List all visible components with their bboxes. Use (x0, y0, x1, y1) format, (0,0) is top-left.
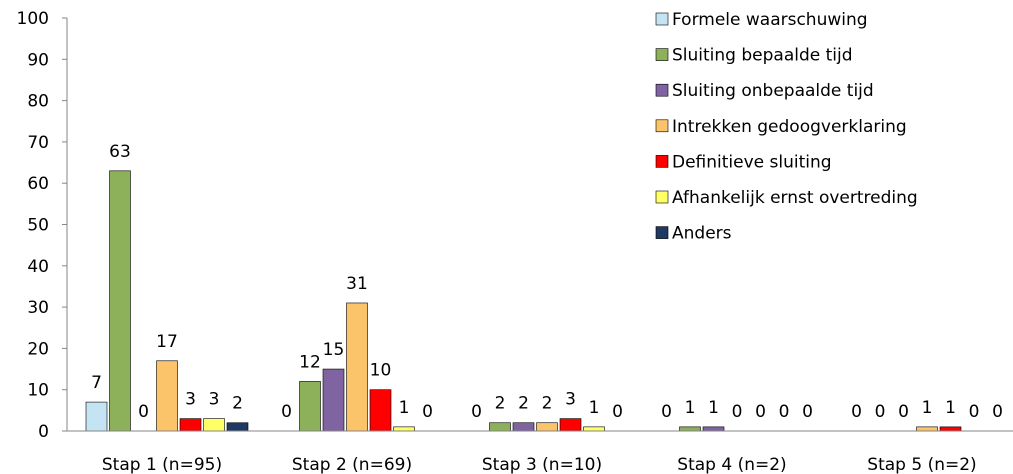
data-label: 0 (732, 402, 743, 422)
data-label: 0 (875, 402, 886, 422)
bar (916, 426, 938, 432)
data-label: 0 (755, 402, 766, 422)
data-label: 12 (299, 352, 321, 372)
data-label: 0 (851, 402, 862, 422)
bar (299, 381, 321, 432)
x-tick-label: Stap 4 (n=2) (677, 455, 786, 474)
legend-swatch (655, 190, 669, 204)
data-label: 31 (346, 274, 368, 294)
data-label: 0 (661, 402, 672, 422)
data-label: 0 (471, 402, 482, 422)
data-label: 3 (565, 390, 576, 410)
x-tick-label: Stap 1 (n=95) (102, 455, 222, 474)
data-label: 2 (542, 394, 553, 414)
data-label: 2 (232, 394, 243, 414)
bar (536, 422, 558, 432)
bar (583, 426, 605, 432)
y-tick-label: 40 (27, 257, 49, 277)
legend-swatch (655, 155, 669, 168)
legend-swatch (655, 226, 669, 239)
data-label: 7 (91, 373, 102, 393)
bar (559, 418, 582, 432)
y-tick-label: 80 (27, 92, 49, 112)
data-label: 0 (612, 402, 623, 422)
legend-label: Definitieve sluiting (672, 152, 832, 172)
bar (156, 360, 178, 432)
data-label: 0 (969, 402, 980, 422)
data-label: 1 (399, 398, 410, 418)
data-label: 0 (779, 402, 790, 422)
y-tick-label: 90 (27, 50, 49, 70)
bar (369, 389, 392, 432)
bar (109, 170, 131, 432)
data-label: 2 (518, 394, 529, 414)
y-tick-label: 10 (27, 381, 49, 401)
data-label: 3 (209, 390, 220, 410)
legend: Formele waarschuwing Sluiting bepaalde ti… (655, 10, 918, 244)
bar (939, 426, 962, 432)
data-label: 0 (802, 402, 813, 422)
bar (489, 422, 511, 432)
bar (203, 418, 225, 432)
legend-label: Intrekken gedoogverklaring (672, 117, 907, 137)
y-tick-label: 20 (27, 339, 49, 359)
data-label: 0 (898, 402, 909, 422)
data-label: 1 (922, 398, 933, 418)
legend-label: Afhankelijk ernst overtreding (672, 188, 918, 208)
data-label: 0 (422, 402, 433, 422)
legend-swatch (655, 83, 669, 97)
legend-label: Sluiting onbepaalde tijd (672, 81, 874, 101)
bar (679, 426, 701, 432)
legend-label: Anders (672, 224, 732, 244)
bar (393, 426, 415, 432)
data-label: 1 (685, 398, 696, 418)
x-tick-label: Stap 5 (n=2) (867, 455, 976, 474)
data-label: 0 (281, 402, 292, 422)
data-label: 1 (708, 398, 719, 418)
y-tick-label: 0 (38, 422, 49, 442)
legend-label: Formele waarschuwing (672, 10, 868, 30)
data-label: 15 (323, 340, 345, 360)
bar (226, 422, 249, 432)
data-label: 0 (992, 402, 1003, 422)
legend-label: Sluiting bepaalde tijd (672, 46, 853, 66)
y-tick-label: 50 (27, 216, 49, 236)
y-tick-label: 70 (27, 133, 49, 153)
y-tick-label: 100 (17, 9, 49, 29)
x-tick-label: Stap 3 (n=10) (482, 455, 602, 474)
legend-swatch (655, 12, 669, 26)
y-tick-label: 30 (27, 298, 49, 318)
bar (322, 368, 345, 432)
data-label: 1 (945, 398, 956, 418)
x-tick-label: Stap 2 (n=69) (292, 455, 412, 474)
data-label: 3 (185, 390, 196, 410)
bar (85, 401, 108, 432)
legend-swatch (655, 119, 669, 133)
data-label: 1 (589, 398, 600, 418)
y-tick-label: 60 (27, 174, 49, 194)
bar (512, 422, 535, 432)
data-label: 10 (370, 361, 392, 381)
data-label: 0 (138, 402, 149, 422)
legend-swatch (655, 48, 669, 61)
bar (346, 302, 368, 432)
data-label: 17 (156, 332, 178, 352)
data-label: 63 (109, 142, 131, 162)
bar (702, 426, 725, 432)
bar (179, 418, 202, 432)
data-label: 2 (495, 394, 506, 414)
